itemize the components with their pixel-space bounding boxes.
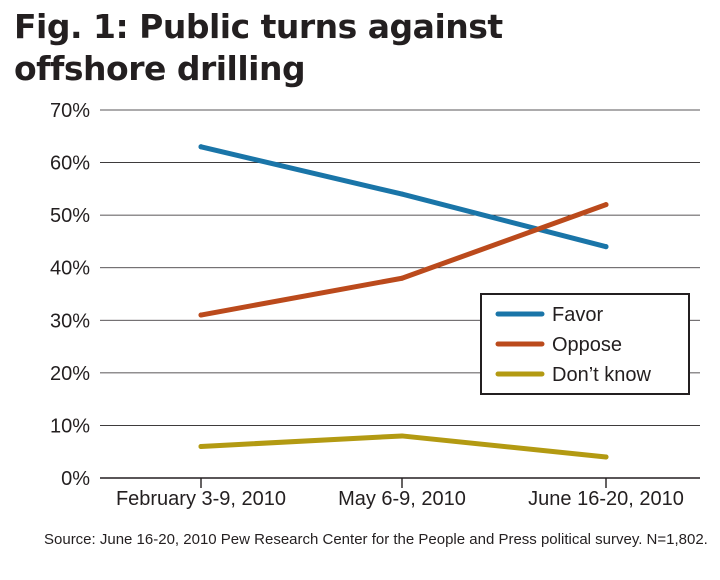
data-point-oppose	[603, 202, 609, 208]
y-tick-label: 60%	[50, 153, 90, 175]
legend-label-don-t-know: Don’t know	[552, 364, 651, 386]
chart-title: Fig. 1: Public turns against offshore dr…	[14, 7, 503, 88]
x-axis-tick-labels: February 3-9, 2010 May 6-9, 2010 June 16-2…	[116, 488, 684, 510]
x-tick-label: June 16-20, 2010	[528, 488, 684, 510]
legend-label-oppose: Oppose	[552, 334, 622, 356]
legend: Favor Oppose Don’t know	[480, 293, 690, 395]
data-point-oppose	[198, 312, 204, 318]
line-chart: 0% 10% 20% 30% 40% 50% 60% 70% February 3-9, 20…	[50, 100, 700, 510]
data-point-don-t-know	[603, 454, 609, 460]
series-line-favor	[198, 144, 609, 250]
series-line-don-t-know	[198, 433, 609, 460]
y-tick-label: 0%	[61, 468, 90, 490]
data-point-don-t-know	[198, 443, 204, 449]
y-axis-tick-labels: 0% 10% 20% 30% 40% 50% 60% 70%	[50, 100, 90, 490]
y-tick-label: 20%	[50, 363, 90, 385]
series-lines	[198, 144, 609, 460]
x-tick-label: February 3-9, 2010	[116, 488, 286, 510]
y-tick-label: 40%	[50, 258, 90, 280]
source-note: Source: June 16-20, 2010 Pew Research Ce…	[44, 531, 708, 548]
y-tick-label: 10%	[50, 415, 90, 437]
data-point-favor	[603, 244, 609, 250]
x-tick-label: May 6-9, 2010	[338, 488, 466, 510]
data-point-favor	[399, 191, 405, 197]
legend-label-favor: Favor	[552, 304, 603, 326]
data-point-oppose	[399, 275, 405, 281]
y-tick-label: 70%	[50, 100, 90, 122]
data-point-favor	[198, 144, 204, 150]
data-point-don-t-know	[399, 433, 405, 439]
y-tick-label: 50%	[50, 205, 90, 227]
x-axis	[100, 477, 700, 488]
y-tick-label: 30%	[50, 310, 90, 332]
